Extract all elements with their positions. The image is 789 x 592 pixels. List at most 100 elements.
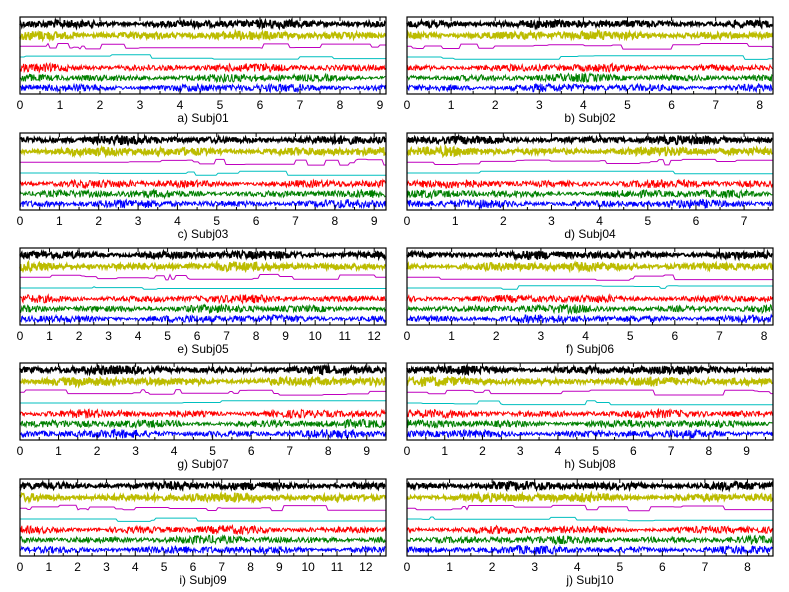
- series-trace-3: [20, 273, 386, 281]
- x-tick-label: 3: [135, 214, 142, 228]
- x-tick-label: 1: [55, 444, 62, 458]
- series-trace-1: [19, 16, 387, 31]
- subplot-caption: f) Subj06: [566, 342, 614, 356]
- series-trace-5: [406, 293, 773, 304]
- x-tick-label: 5: [616, 560, 623, 574]
- series-trace-2: [19, 144, 387, 159]
- series-trace-1: [19, 133, 387, 147]
- x-tick-label: 2: [493, 329, 500, 343]
- series-trace-5: [19, 523, 386, 536]
- series-trace-5: [19, 293, 386, 305]
- x-tick-label: 7: [218, 560, 225, 574]
- x-tick-label: 7: [716, 329, 723, 343]
- subplot-caption: b) Subj02: [564, 111, 616, 125]
- series-trace-6: [406, 188, 773, 200]
- subplot-8: 0 1 2 3 4 5 6 7 8 9 h) Subj08: [404, 362, 774, 471]
- series-trace-3: [407, 43, 774, 50]
- x-tick-label: 2: [74, 560, 81, 574]
- x-tick-label: 4: [132, 560, 139, 574]
- x-tick-label: 1: [448, 98, 455, 112]
- x-tick-label: 8: [756, 98, 763, 112]
- x-tick-label: 4: [580, 98, 587, 112]
- series-trace-3: [20, 42, 386, 50]
- series-trace-7: [19, 198, 386, 210]
- x-tick-label: 5: [624, 98, 631, 112]
- x-tick-label: 0: [17, 444, 24, 458]
- x-tick-label: 6: [668, 98, 675, 112]
- series-trace-1: [406, 362, 774, 377]
- series-trace-1: [406, 17, 774, 31]
- series-trace-1: [19, 479, 386, 492]
- subplot-caption: a) Subj01: [177, 111, 229, 125]
- series-trace-6: [19, 72, 386, 84]
- series-trace-1: [406, 248, 773, 262]
- series-trace-1: [19, 363, 387, 377]
- x-tick-label: 8: [744, 560, 751, 574]
- x-tick-label: 6: [190, 560, 197, 574]
- x-tick-label: 8: [247, 560, 254, 574]
- subplot-caption: g) Subj07: [177, 457, 229, 471]
- x-tick-label: 1: [446, 560, 453, 574]
- x-tick-label: 9: [371, 214, 378, 228]
- series-trace-6: [19, 534, 386, 546]
- x-tick-label: 3: [105, 329, 112, 343]
- x-tick-label: 6: [253, 214, 260, 228]
- subplot-caption: h) Subj08: [564, 457, 616, 471]
- x-tick-label: 7: [223, 329, 230, 343]
- subplot-caption: i) Subj09: [179, 573, 227, 587]
- subplot-caption: d) Subj04: [564, 227, 616, 241]
- subplot-caption: j) Subj10: [565, 573, 614, 587]
- series-trace-4: [407, 516, 773, 522]
- series-trace-6: [406, 418, 773, 429]
- x-tick-label: 3: [538, 329, 545, 343]
- x-tick-label: 9: [282, 329, 289, 343]
- x-tick-label: 6: [671, 329, 678, 343]
- plot-frame: [19, 478, 387, 557]
- series-trace-4: [407, 55, 773, 60]
- x-tick-label: 9: [363, 444, 370, 458]
- subplot-3: 0 1 2 3 4 5 6 7 8 9 c) Subj03: [17, 132, 387, 241]
- x-tick-label: 11: [338, 329, 351, 343]
- series-trace-4: [20, 517, 386, 522]
- x-tick-label: 7: [286, 444, 293, 458]
- series-trace-5: [19, 178, 386, 190]
- x-tick-label: 11: [331, 560, 344, 574]
- x-tick-label: 2: [94, 444, 101, 458]
- series-trace-2: [406, 375, 773, 388]
- x-tick-label: 3: [132, 444, 139, 458]
- series-trace-4: [20, 170, 386, 176]
- series-trace-7: [406, 198, 773, 210]
- x-tick-label: 6: [630, 444, 637, 458]
- series-trace-5: [19, 62, 386, 74]
- x-tick-label: 5: [209, 444, 216, 458]
- subplot-9: 0 1 2 3 4 5 6 7 8 9 10 11 12i) Subj09: [17, 478, 387, 587]
- series-trace-3: [20, 504, 386, 512]
- x-tick-label: 2: [95, 214, 102, 228]
- x-tick-label: 12: [359, 560, 373, 574]
- x-tick-label: 0: [17, 214, 24, 228]
- x-tick-label: 4: [574, 560, 581, 574]
- plot-frame: [406, 362, 774, 441]
- x-tick-label: 1: [46, 329, 53, 343]
- series-trace-6: [406, 71, 773, 84]
- series-trace-6: [19, 303, 386, 314]
- x-tick-label: 0: [17, 98, 24, 112]
- series-trace-4: [20, 286, 386, 290]
- x-tick-label: 4: [582, 329, 589, 343]
- series-trace-3: [407, 158, 773, 166]
- plot-frame: [19, 362, 387, 441]
- series-trace-7: [19, 82, 386, 94]
- series-trace-3: [20, 389, 386, 396]
- series-trace-2: [19, 375, 387, 389]
- series-trace-4: [20, 54, 386, 60]
- series-trace-6: [406, 303, 773, 316]
- x-tick-label: 8: [331, 214, 338, 228]
- series-trace-7: [406, 544, 773, 556]
- series-trace-7: [19, 313, 386, 324]
- plot-frame: [406, 132, 774, 211]
- series-trace-6: [19, 187, 386, 200]
- x-tick-label: 1: [448, 329, 455, 343]
- x-tick-label: 4: [135, 329, 142, 343]
- x-tick-label: 5: [164, 329, 171, 343]
- plot-frame: [406, 16, 774, 95]
